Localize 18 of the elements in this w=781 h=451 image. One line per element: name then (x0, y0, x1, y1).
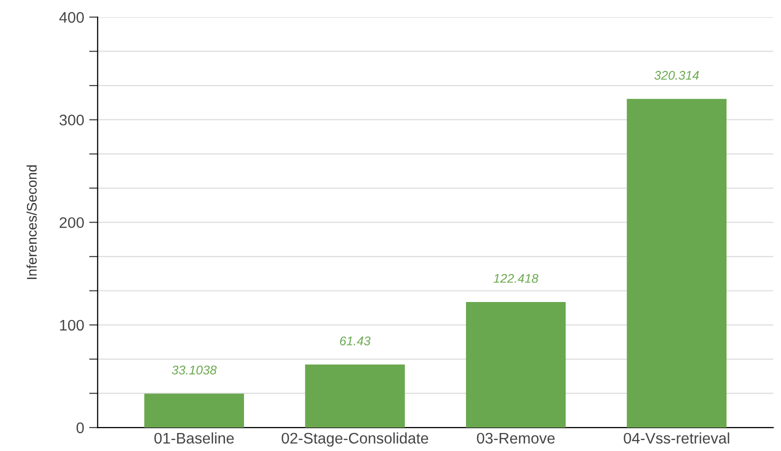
x-tick-label: 03-Remove (476, 432, 555, 444)
x-tick-label: 02-Stage-Consolidate (282, 432, 428, 447)
y-tick-label: 0 (76, 422, 84, 434)
data-label: 320.314 (654, 70, 699, 80)
data-label: 122.418 (494, 274, 538, 283)
y-tick-label: 300 (60, 114, 84, 126)
y-tick-label: 100 (60, 320, 84, 331)
data-label: 61.43 (340, 336, 371, 346)
y-tick-label: 200 (60, 217, 84, 228)
bar (466, 302, 566, 428)
x-tick-label: 04-Vss-retrieval (624, 432, 730, 444)
y-axis-title: Inferences/Second (26, 165, 37, 279)
x-tick-label: 01-Baseline (154, 432, 234, 444)
y-tick-label: 400 (59, 12, 84, 23)
data-label: 33.1038 (172, 366, 217, 374)
bar (144, 394, 244, 428)
bar (626, 98, 727, 428)
bar (305, 364, 405, 428)
